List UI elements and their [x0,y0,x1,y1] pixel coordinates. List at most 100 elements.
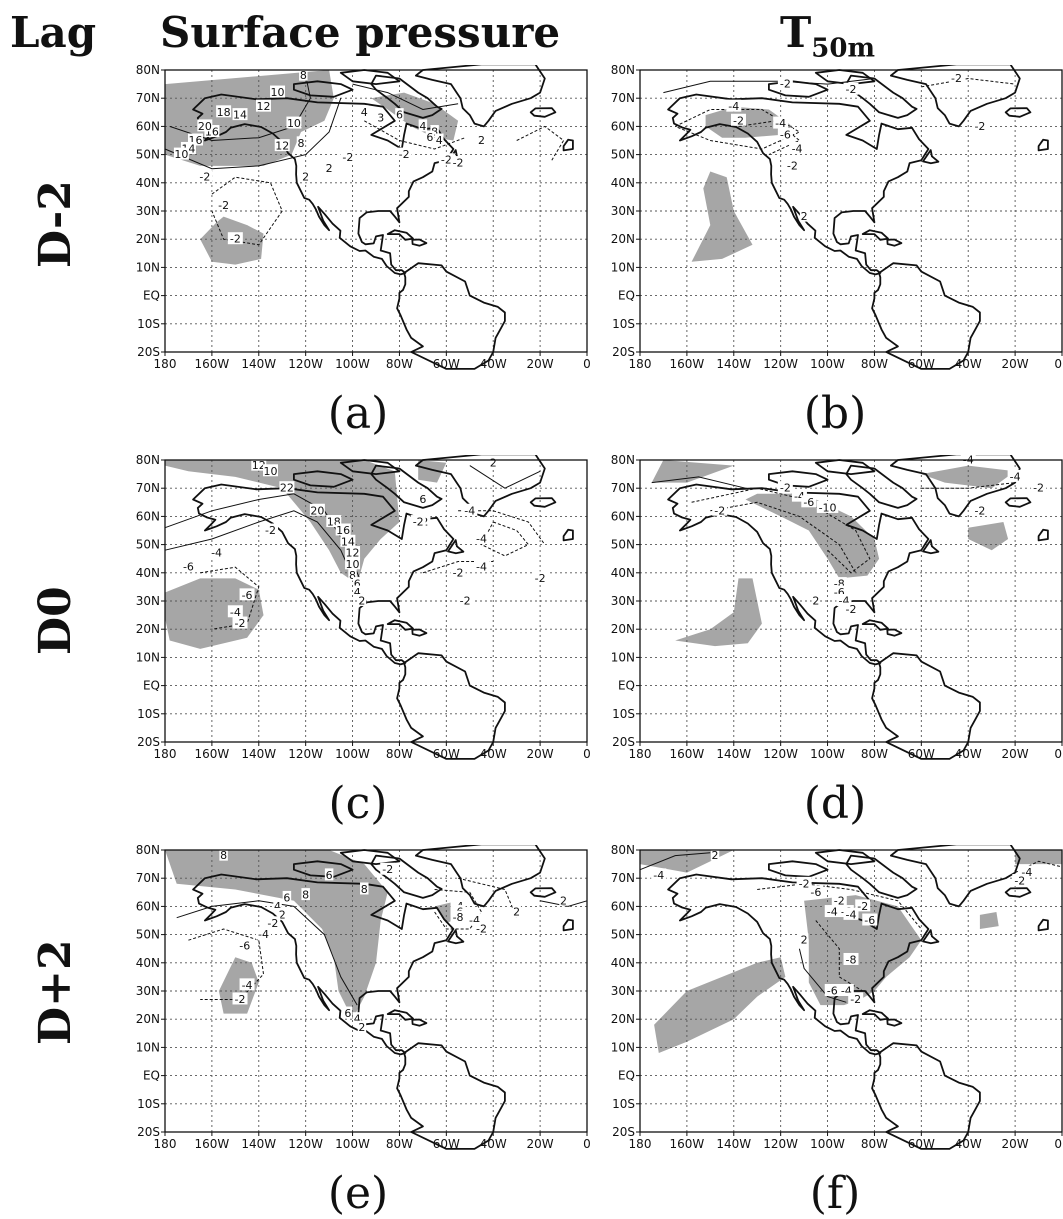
contour-label-bg [324,868,334,881]
coastline [1004,497,1032,508]
contour-label: -2 [267,917,278,930]
shaded-region [165,578,264,649]
contour-label-bg [345,557,361,570]
contour-label: 2 [478,134,485,147]
lat-tick-label: 20S [137,1125,160,1139]
lat-tick-label: 70N [611,871,635,885]
contour-label: -2 [399,148,410,161]
contour-label-bg [227,605,243,618]
contour-label: -4 [258,928,269,941]
contour-label: 3 [377,111,384,124]
contour-label: -6 [834,586,845,599]
coastline [889,65,1021,128]
contour-label: 6 [326,869,333,882]
lat-tick-label: 40N [611,176,635,190]
t50m-header: T50m [780,8,875,63]
lon-tick-label: 160W [194,1137,229,1151]
contour-label: 20 [198,120,212,133]
caption-e: (e) [327,1168,389,1219]
negative-contour [434,889,483,930]
lat-tick-label: 10S [612,707,635,721]
contour-label-bg [273,899,282,912]
lon-tick-label: 100W [335,747,370,761]
coastline [667,483,930,666]
lon-tick-label: 20W [1002,357,1029,371]
contour-label-bg [352,577,362,590]
lon-tick-label: 60W [433,357,460,371]
contour-label: -4 [775,117,786,130]
lon-tick-label: 120W [288,747,323,761]
contour-label: 10 [287,117,301,130]
contour-label-bg [843,82,859,95]
coastline [871,652,981,760]
contour-label-bg [286,116,302,129]
lat-tick-label: 70N [136,91,160,105]
lon-tick-label: 180 [629,357,652,371]
contour-label: 2 [279,908,286,921]
contour-label: 2 [801,210,808,223]
contour-label-bg [274,139,290,152]
lon-tick-label: 180 [629,747,652,761]
lat-tick-label: 50N [136,538,160,552]
coastline [396,262,506,370]
negative-contour [710,501,857,574]
coastline [370,74,443,119]
coastline [386,619,414,631]
coastline [1004,107,1032,118]
coastline [886,238,903,247]
coastline [370,854,443,899]
contour-label: 4 [354,1013,361,1026]
lat-tick-label: 80N [136,845,160,857]
contour-label: 8 [300,69,307,82]
contour-label: 2 [513,906,520,919]
positive-contour [176,900,358,1006]
coastline [396,1042,506,1150]
coastline [529,887,557,898]
contour-label-bg [450,156,466,169]
contour-label: 6 [344,1007,351,1020]
shaded-region [1015,850,1062,865]
coastline [861,1009,889,1021]
contour-label: 2 [358,595,365,608]
contour-label: -6 [242,589,253,602]
contour-label: 2 [712,849,719,862]
contour-label: -4 [476,561,487,574]
contour-label: 8 [297,137,304,150]
coastline [871,1042,981,1150]
contour-label: -4 [464,504,475,517]
contour-label-bg [309,503,325,516]
contour-label-bg [232,616,248,629]
contour-label: 16 [336,524,350,537]
coastline [386,1009,414,1021]
lat-tick-label: 40N [611,566,635,580]
lon-tick-label: 0 [1054,357,1062,371]
lon-tick-label: 0 [1054,747,1062,761]
lon-tick-label: 40W [955,357,982,371]
contour-label-bg [843,952,859,965]
lat-tick-label: 10N [136,1040,160,1054]
contour-label-bg [848,992,864,1005]
lat-tick-label: 70N [611,481,635,495]
lat-tick-label: 10N [136,260,160,274]
contour-label: -8 [834,578,845,591]
lat-tick-label: 80N [136,65,160,77]
contour-label: -2 [441,154,452,167]
coastline [1037,918,1049,932]
lat-tick-label: 50N [611,928,635,942]
lon-tick-label: 140W [241,357,276,371]
lon-tick-label: 80W [861,1137,888,1151]
coastline [386,229,414,241]
contour-label: -6 [183,561,194,574]
coastline [562,528,574,542]
contour-label-bg [232,992,248,1005]
contour-label-bg [301,888,310,901]
lon-tick-label: 180 [154,357,177,371]
row-label-d2: D+2 [30,939,81,1045]
lon-tick-label: 140W [241,1137,276,1151]
lat-tick-label: 80N [611,455,635,467]
lon-tick-label: 0 [583,357,591,371]
contour-label: -2 [265,524,276,537]
contour-label-bg [340,150,356,163]
contour-label: 6 [354,578,361,591]
contour-label-bg [777,77,793,90]
